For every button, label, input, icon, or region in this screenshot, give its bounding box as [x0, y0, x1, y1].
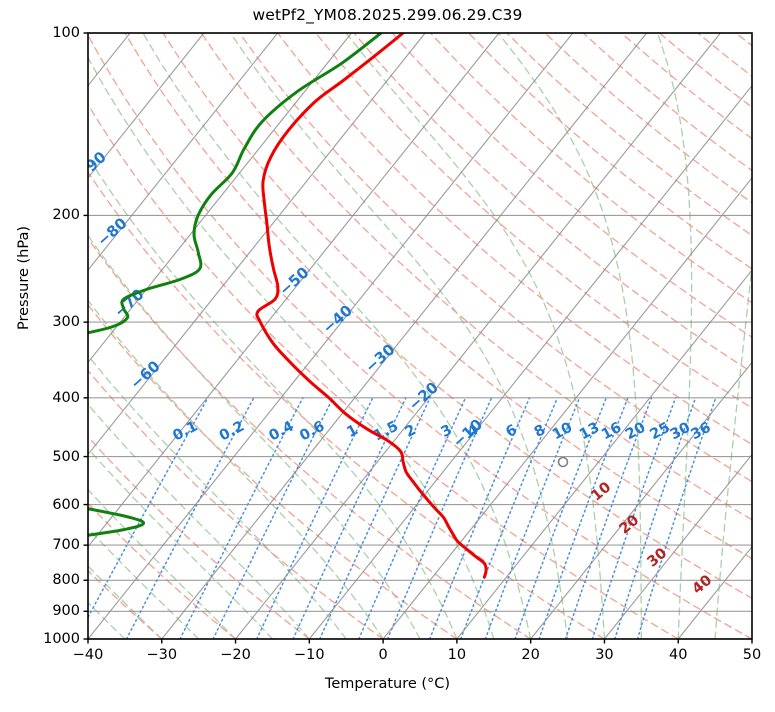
- x-tick-label: 40: [668, 647, 688, 663]
- isotherm-label: −100: [44, 83, 89, 126]
- profiles: [88, 33, 488, 579]
- parcel-marker: [557, 456, 569, 468]
- x-tick-label: 20: [521, 647, 540, 663]
- x-tick-label: −30: [146, 647, 178, 663]
- x-tick-label: −10: [294, 647, 325, 663]
- x-tick-label: 30: [595, 647, 614, 663]
- isotherms: [88, 33, 752, 639]
- x-tick-label: 0: [378, 647, 388, 663]
- y-tick-label: 600: [52, 496, 80, 513]
- y-tick-label: 700: [52, 537, 80, 554]
- y-tick-label: 900: [52, 603, 80, 620]
- y-tick-label: 500: [52, 448, 80, 465]
- tick-marks: [83, 32, 753, 644]
- chart-title: wetPf2_YM08.2025.299.06.29.C39: [252, 6, 523, 24]
- x-tick-label: −40: [72, 647, 104, 663]
- x-axis-label: Temperature (°C): [324, 676, 451, 692]
- y-tick-label: 100: [52, 25, 80, 41]
- y-tick-label: 400: [52, 389, 80, 406]
- x-tick-label: −20: [220, 647, 251, 663]
- dewpoint-profile: [88, 33, 383, 537]
- dry-adiabats: [88, 33, 752, 639]
- y-tick-label: 200: [52, 207, 80, 224]
- temperature-profile: [255, 33, 488, 579]
- markers: [557, 456, 569, 468]
- y-tick-label: 1000: [43, 631, 80, 647]
- x-tick-label: 10: [447, 647, 467, 663]
- y-tick-label: 300: [52, 314, 80, 331]
- y-tick-label: 800: [52, 572, 80, 589]
- x-tick-label: 50: [742, 647, 762, 663]
